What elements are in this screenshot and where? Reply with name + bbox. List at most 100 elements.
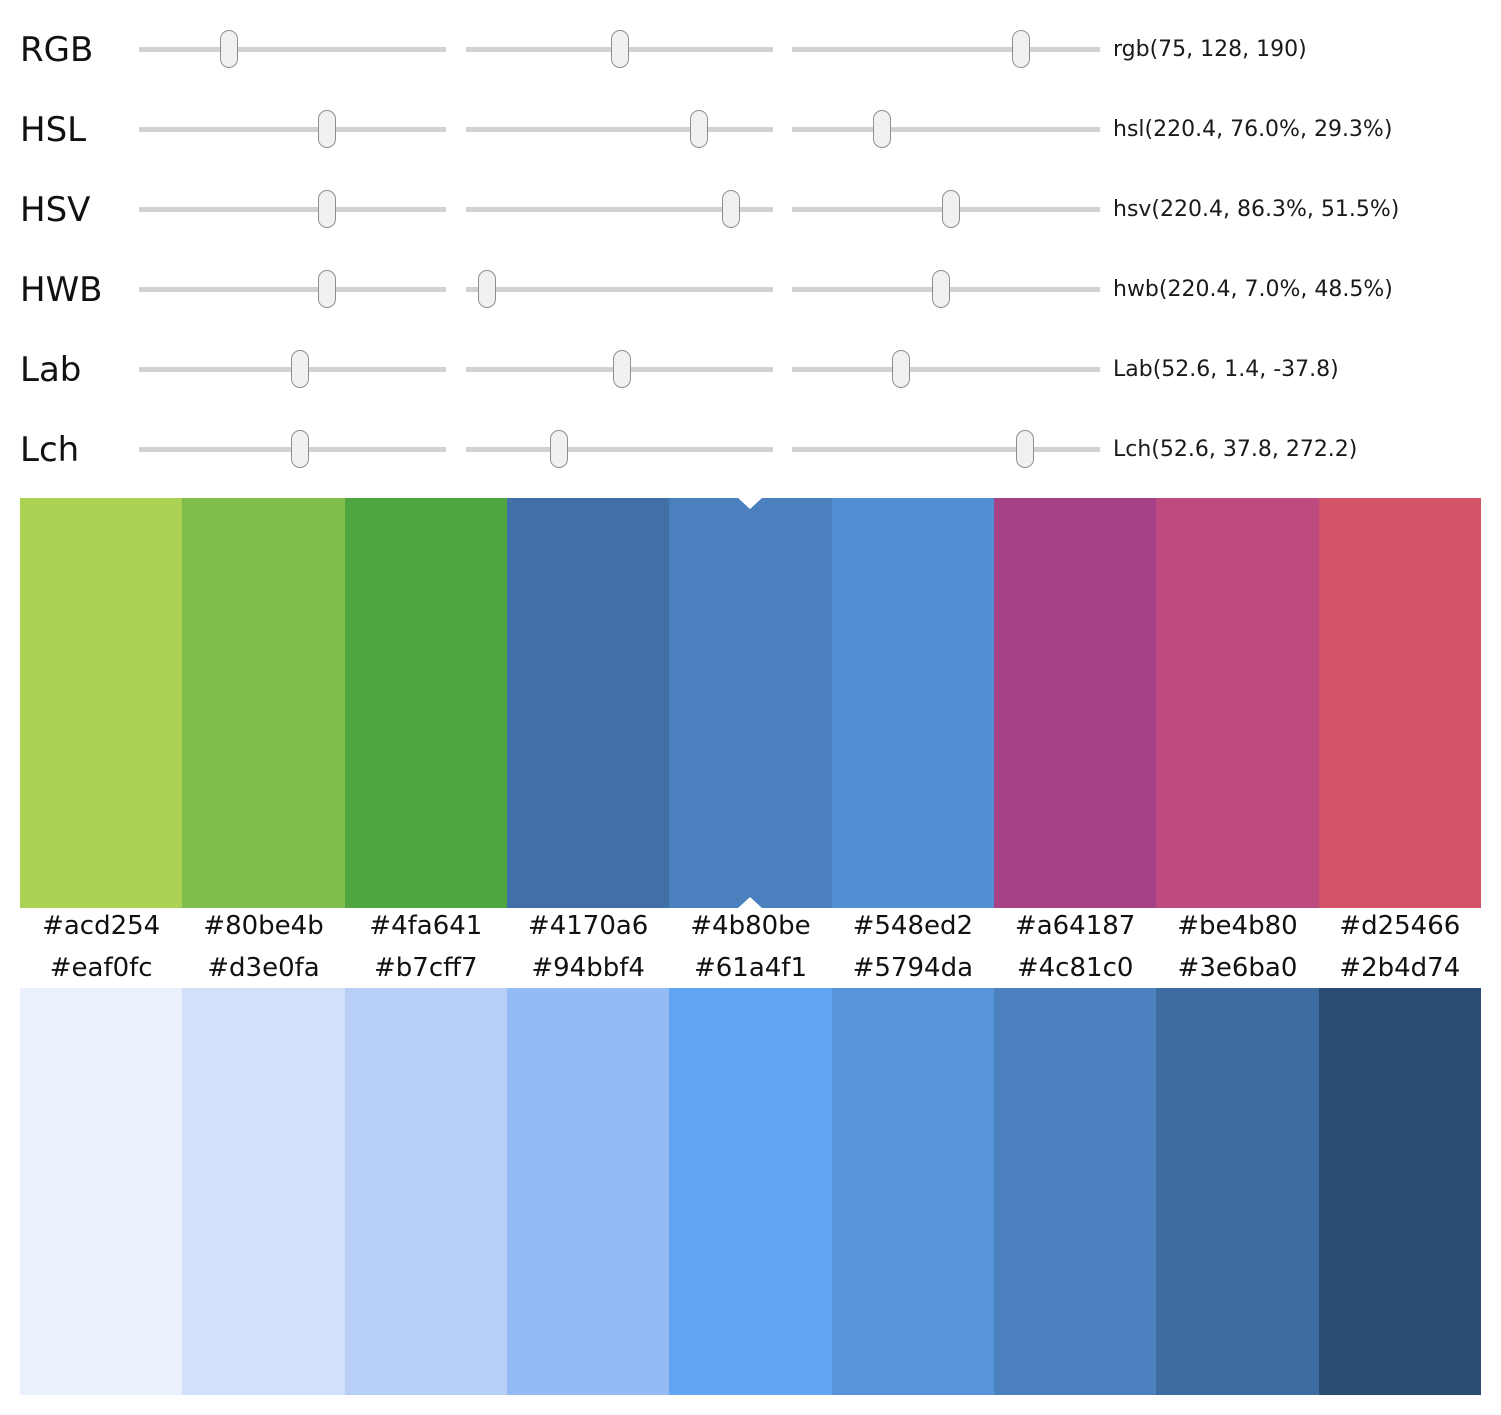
hwb-value-readout: hwb(220.4, 7.0%, 48.5%) <box>1113 277 1393 302</box>
lch-value-readout: Lch(52.6, 37.8, 272.2) <box>1113 437 1358 462</box>
slider-handle[interactable] <box>317 190 336 228</box>
slider-row-lab: Lab Lab(52.6, 1.4, -37.8) <box>0 350 1501 390</box>
lch-h-slider[interactable] <box>792 430 1100 470</box>
hwb-h-slider[interactable] <box>139 270 446 310</box>
hwb-w-slider[interactable] <box>466 270 773 310</box>
hex-label: #4b80be <box>690 911 811 941</box>
hex-label: #acd254 <box>42 911 161 941</box>
slider-track[interactable] <box>466 127 773 132</box>
slider-track[interactable] <box>792 367 1100 372</box>
shade-swatch[interactable] <box>1318 988 1481 1395</box>
slider-track[interactable] <box>466 447 773 452</box>
slider-track[interactable] <box>792 447 1100 452</box>
lab-l-slider[interactable] <box>139 350 446 390</box>
hue-swatch[interactable] <box>20 498 183 908</box>
slider-handle[interactable] <box>291 430 310 468</box>
shade-swatch[interactable] <box>993 988 1157 1395</box>
slider-track[interactable] <box>139 207 446 212</box>
slider-handle[interactable] <box>873 110 892 148</box>
hex-label: #d3e0fa <box>207 953 320 983</box>
hue-swatch[interactable] <box>182 498 345 908</box>
lch-c-slider[interactable] <box>466 430 773 470</box>
hue-swatch[interactable] <box>1318 498 1481 908</box>
hsl-s-slider[interactable] <box>466 110 773 150</box>
hsl-l-slider[interactable] <box>792 110 1100 150</box>
lch-l-slider[interactable] <box>139 430 446 470</box>
hsl-h-slider[interactable] <box>139 110 446 150</box>
row-label-hsv: HSV <box>20 190 91 230</box>
shade-swatch[interactable] <box>182 988 345 1395</box>
slider-handle[interactable] <box>892 350 911 388</box>
slider-track[interactable] <box>792 47 1100 52</box>
slider-handle[interactable] <box>1012 30 1031 68</box>
hex-label: #4170a6 <box>527 911 649 941</box>
hex-label: #a64187 <box>1014 911 1136 941</box>
slider-handle[interactable] <box>549 430 568 468</box>
hsv-value-readout: hsv(220.4, 86.3%, 51.5%) <box>1113 197 1400 222</box>
row-label-lab: Lab <box>20 350 82 390</box>
shade-swatch[interactable] <box>831 988 994 1395</box>
hue-swatch[interactable] <box>506 498 670 908</box>
hsv-s-slider[interactable] <box>466 190 773 230</box>
hue-swatch[interactable] <box>993 498 1157 908</box>
selected-marker-bottom-icon <box>738 897 763 908</box>
hex-label: #4fa641 <box>369 911 483 941</box>
slider-track[interactable] <box>139 47 446 52</box>
slider-handle[interactable] <box>1015 430 1034 468</box>
shade-swatch[interactable] <box>669 988 832 1395</box>
slider-track[interactable] <box>139 127 446 132</box>
hex-label: #2b4d74 <box>1339 953 1461 983</box>
slider-handle[interactable] <box>611 30 630 68</box>
hex-label: #548ed2 <box>852 911 974 941</box>
slider-handle[interactable] <box>690 110 709 148</box>
hue-palette <box>20 498 1481 908</box>
hex-label: #3e6ba0 <box>1177 953 1298 983</box>
hsv-h-slider[interactable] <box>139 190 446 230</box>
slider-track[interactable] <box>139 287 446 292</box>
hex-label: #eaf0fc <box>49 953 153 983</box>
hwb-b-slider[interactable] <box>792 270 1100 310</box>
shade-swatch[interactable] <box>1156 988 1319 1395</box>
shade-swatch[interactable] <box>20 988 183 1395</box>
rgb-b-slider[interactable] <box>792 30 1100 70</box>
slider-row-hwb: HWB hwb(220.4, 7.0%, 48.5%) <box>0 270 1501 310</box>
hsv-v-slider[interactable] <box>792 190 1100 230</box>
slider-track[interactable] <box>466 207 773 212</box>
hue-swatch[interactable] <box>1156 498 1319 908</box>
rgb-g-slider[interactable] <box>466 30 773 70</box>
slider-handle[interactable] <box>941 190 960 228</box>
hex-label: #b7cff7 <box>374 953 478 983</box>
slider-handle[interactable] <box>721 190 740 228</box>
slider-handle[interactable] <box>291 350 310 388</box>
hex-label: #94bbf4 <box>531 953 645 983</box>
hex-label: #4c81c0 <box>1016 953 1134 983</box>
hex-label: #d25466 <box>1339 911 1461 941</box>
slider-handle[interactable] <box>478 270 497 308</box>
row-label-lch: Lch <box>20 430 80 470</box>
slider-row-rgb: RGB rgb(75, 128, 190) <box>0 30 1501 70</box>
hue-hex-row: #acd254 #80be4b #4fa641 #4170a6 #4b80be … <box>20 908 1481 948</box>
slider-handle[interactable] <box>932 270 951 308</box>
hue-swatch[interactable] <box>831 498 994 908</box>
hue-swatch-selected[interactable] <box>669 498 832 908</box>
slider-track[interactable] <box>466 287 773 292</box>
shade-swatch[interactable] <box>506 988 670 1395</box>
rgb-r-slider[interactable] <box>139 30 446 70</box>
lab-b-slider[interactable] <box>792 350 1100 390</box>
shade-swatch[interactable] <box>344 988 507 1395</box>
slider-row-lch: Lch Lch(52.6, 37.8, 272.2) <box>0 430 1501 470</box>
slider-track[interactable] <box>792 127 1100 132</box>
hex-label: #5794da <box>852 953 973 983</box>
row-label-rgb: RGB <box>20 30 94 70</box>
slider-handle[interactable] <box>317 270 336 308</box>
lab-a-slider[interactable] <box>466 350 773 390</box>
shade-hex-row: #eaf0fc #d3e0fa #b7cff7 #94bbf4 #61a4f1 … <box>20 950 1481 988</box>
slider-handle[interactable] <box>220 30 239 68</box>
slider-handle[interactable] <box>612 350 631 388</box>
slider-handle[interactable] <box>317 110 336 148</box>
hex-label: #be4b80 <box>1177 911 1298 941</box>
rgb-value-readout: rgb(75, 128, 190) <box>1113 37 1307 62</box>
hue-swatch[interactable] <box>344 498 507 908</box>
row-label-hsl: HSL <box>20 110 87 150</box>
